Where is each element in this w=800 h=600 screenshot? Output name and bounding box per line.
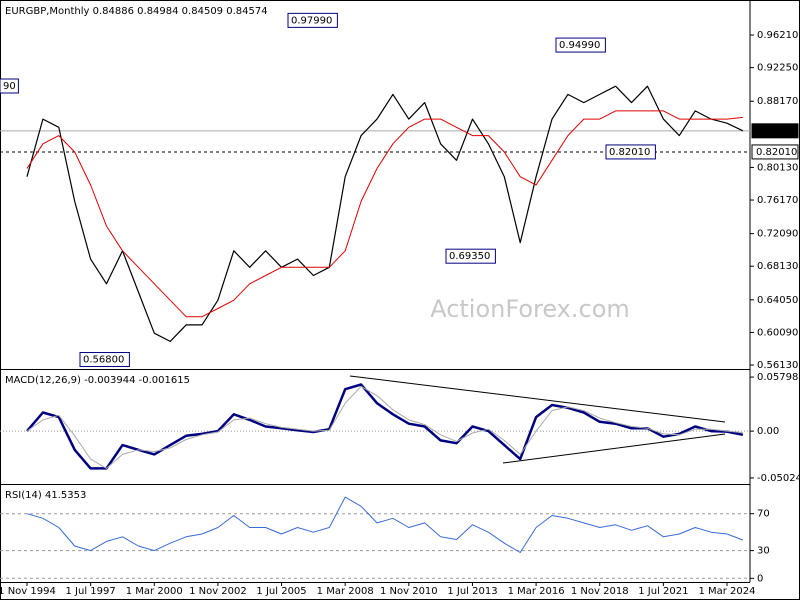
y-tick-label: 70: [757, 509, 770, 520]
y-tick-label: -0.050241: [757, 473, 800, 484]
annotation-box: [555, 37, 606, 53]
annotation-box: [605, 144, 656, 160]
y-tick-label: 0.80130: [757, 162, 798, 173]
annotation-label: 0.94990: [559, 40, 600, 51]
y-tick-label: 0.64050: [757, 295, 798, 306]
annotation-label: 90: [3, 81, 16, 92]
panel-title: RSI(14) 41.5353: [5, 490, 86, 501]
y-tick-label: 0.76170: [757, 195, 798, 206]
series-line: [26, 85, 744, 342]
annotation-box: [0, 78, 19, 94]
y-tick-label: 30: [757, 546, 770, 557]
y-tick-label: 0.057984: [757, 372, 800, 383]
price-tag-label: 0.84574: [756, 126, 797, 137]
trend-line: [349, 375, 726, 423]
x-tick-label: 1 Jul 2005: [256, 586, 306, 597]
series-line: [26, 383, 744, 470]
y-tick-label: 0.92250: [757, 63, 798, 74]
panel-title: EURGBP,Monthly 0.84886 0.84984 0.84509 0…: [5, 6, 268, 17]
price-tag: [751, 144, 799, 160]
x-tick-label: 1 Nov 2002: [189, 586, 247, 597]
annotation-box: [445, 248, 496, 264]
panel-title: MACD(12,26,9) -0.003944 -0.001615: [5, 375, 190, 386]
trend-line: [502, 433, 726, 464]
y-tick-label: 0.00: [757, 426, 779, 437]
watermark: ActionForex.com: [430, 295, 630, 323]
y-tick-label: 0.88170: [757, 96, 798, 107]
x-tick-label: 1 Mar 2024: [698, 586, 755, 597]
annotation-label: 0.97990: [291, 15, 332, 26]
x-tick-label: 1 Nov 1994: [0, 586, 56, 597]
x-tick-label: 1 Nov 2010: [380, 586, 438, 597]
annotation-box: [79, 352, 130, 368]
x-tick-label: 1 Mar 2008: [317, 586, 374, 597]
y-tick-label: 0.56130: [757, 360, 798, 371]
x-tick-label: 1 Mar 2000: [126, 586, 183, 597]
annotation-label: 0.69350: [449, 251, 490, 262]
y-tick-label: 0.68130: [757, 261, 798, 272]
annotation-label: 0.82010: [609, 147, 650, 158]
y-tick-label: 0.96210: [757, 30, 798, 41]
annotation-box: [287, 12, 338, 28]
series-line: [26, 385, 743, 469]
x-tick-label: 1 Jul 1997: [66, 586, 116, 597]
x-tick-label: 1 Jul 2021: [638, 586, 688, 597]
annotation-label: 0.56800: [83, 355, 124, 366]
x-tick-label: 1 Jul 2013: [447, 586, 497, 597]
price-tag-label: 0.82010: [756, 147, 797, 158]
y-tick-label: 0.72090: [757, 229, 798, 240]
price-tag: [751, 123, 799, 139]
series-line: [26, 110, 743, 318]
x-tick-label: 1 Mar 2016: [508, 586, 565, 597]
y-tick-label: 0: [757, 573, 763, 584]
y-tick-label: 0.60090: [757, 327, 798, 338]
x-tick-label: 1 Nov 2018: [571, 586, 629, 597]
series-line: [26, 496, 744, 553]
